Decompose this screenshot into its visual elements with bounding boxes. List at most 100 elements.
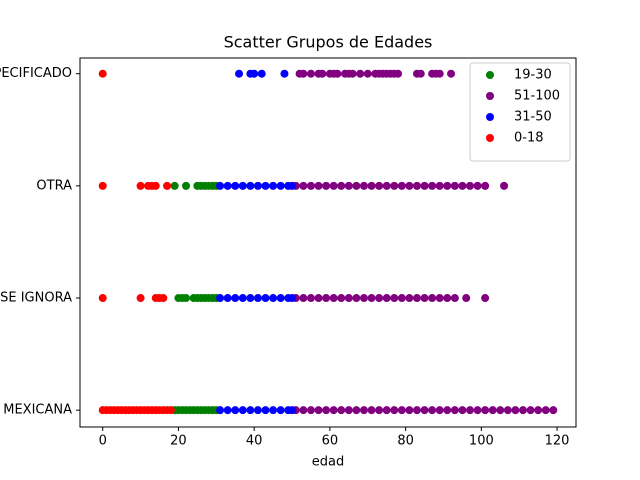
point [356,69,365,78]
point [526,406,535,415]
point [435,294,444,303]
y-tick-label: SE IGNORA [0,291,72,306]
point [269,406,278,415]
point [238,181,247,190]
point [352,294,361,303]
point [382,294,391,303]
point [98,181,107,190]
point [151,181,160,190]
point [420,181,429,190]
point [246,181,255,190]
point [299,294,308,303]
point [299,69,308,78]
point [428,294,437,303]
plot-area [98,69,558,415]
point [136,181,145,190]
chart-title: Scatter Grupos de Edades [224,33,433,52]
point [306,181,315,190]
point [450,294,459,303]
point [518,406,527,415]
point [465,181,474,190]
point [420,406,429,415]
y-tick-label: NO ESPECIFICADO [0,66,72,81]
legend-label: 0-18 [514,131,544,146]
point [170,181,179,190]
point [269,294,278,303]
point [359,406,368,415]
point [352,181,361,190]
point [344,294,353,303]
point [367,294,376,303]
point [269,181,278,190]
axes-frame [79,57,577,428]
point [136,294,145,303]
point [337,406,346,415]
point [329,181,338,190]
point [382,406,391,415]
point [405,406,414,415]
legend-label: 31-50 [514,110,552,125]
point [216,406,225,415]
point [390,406,399,415]
point [322,294,331,303]
x-tick-label: 40 [246,434,263,449]
point [465,406,474,415]
point [375,181,384,190]
point [314,181,323,190]
point [352,406,361,415]
x-axis-label: edad [312,455,344,470]
point [337,181,346,190]
point [405,181,414,190]
point [488,406,497,415]
point [344,181,353,190]
point [231,406,240,415]
point [98,69,107,78]
point [306,294,315,303]
point [390,181,399,190]
point [443,181,452,190]
point [329,294,338,303]
y-tick-label: MEXICANA [3,403,72,418]
legend-marker [486,71,494,79]
point [458,406,467,415]
point [481,181,490,190]
legend-marker [486,134,494,142]
point [314,406,323,415]
point [261,406,270,415]
point [235,69,244,78]
point [253,181,262,190]
x-tick-label: 60 [322,434,339,449]
point [435,406,444,415]
point [246,406,255,415]
point [500,181,509,190]
point [416,69,425,78]
point [261,294,270,303]
point [280,69,289,78]
point [511,406,520,415]
point [250,69,259,78]
point [288,406,297,415]
point [314,294,323,303]
point [333,69,342,78]
point [394,69,403,78]
point [299,181,308,190]
point [276,406,285,415]
point [299,406,308,415]
point [405,294,414,303]
point [375,406,384,415]
x-tick-label: 100 [469,434,494,449]
legend-marker [486,92,494,100]
point [159,294,168,303]
legend-label: 51-100 [514,89,560,104]
point [231,294,240,303]
point [322,181,331,190]
point [257,69,266,78]
point [412,294,421,303]
point [337,294,346,303]
y-tick-label: OTRA [36,178,72,193]
x-tick-label: 20 [170,434,187,449]
point [216,294,225,303]
point [397,406,406,415]
point [428,406,437,415]
